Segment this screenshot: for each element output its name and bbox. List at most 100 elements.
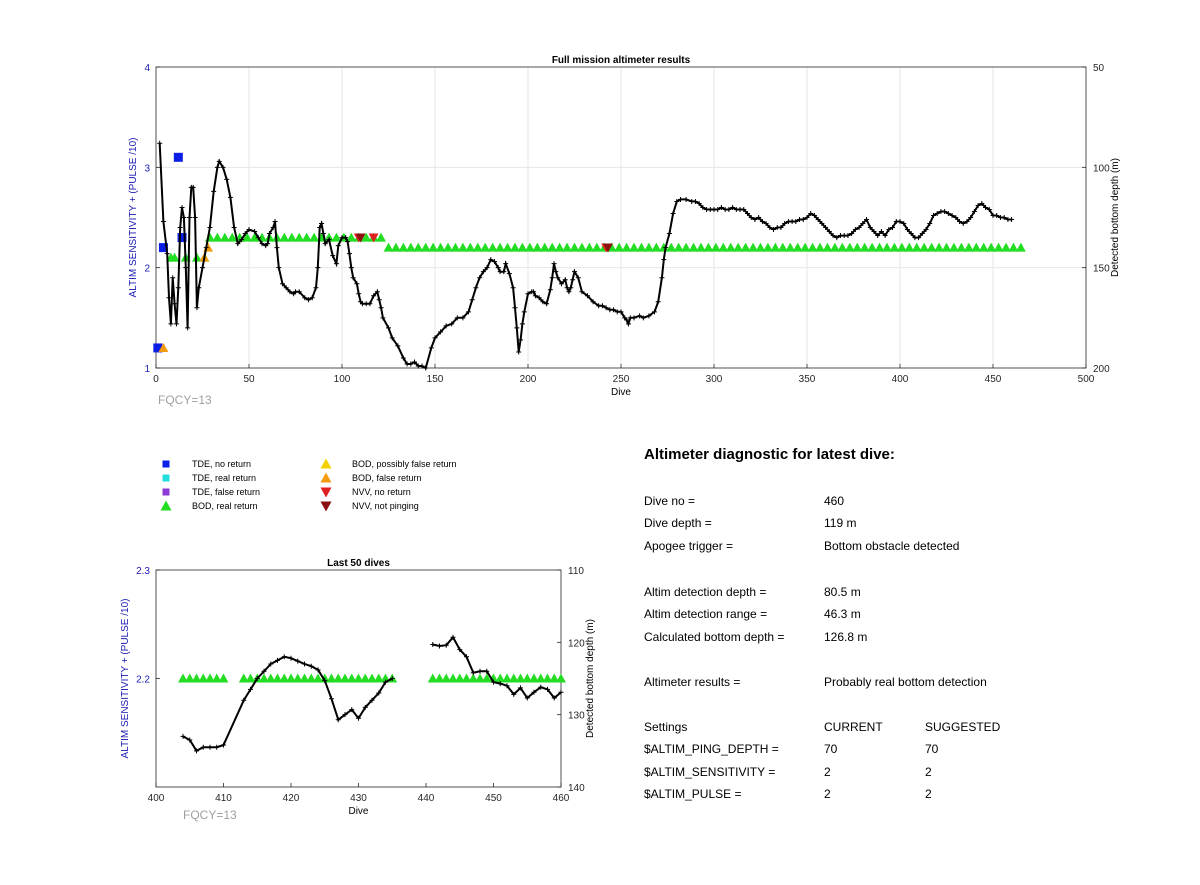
bottom-depth-point (309, 295, 315, 301)
bottom-depth-point (183, 265, 189, 271)
series-marker (1008, 242, 1019, 252)
legend-item: NVV, no return (320, 486, 411, 498)
series-marker (502, 673, 512, 683)
bottom-depth-point (200, 265, 205, 271)
legend-symbol (320, 472, 332, 484)
bottom-depth-point (457, 647, 463, 653)
series-marker (941, 242, 952, 252)
legend-marker (320, 501, 332, 512)
bottom-depth-point (172, 301, 178, 307)
series-marker (368, 233, 379, 243)
series-marker (703, 242, 714, 252)
bottom-depth-point (864, 217, 870, 223)
settings-header-suggested: SUGGESTED (925, 720, 1001, 734)
series-marker (956, 242, 967, 252)
bottom-depth-point (1001, 215, 1007, 220)
bottom-depth-point (265, 241, 271, 247)
bottom-depth-point (611, 307, 617, 313)
setting-current-sensitivity: 2 (824, 765, 831, 779)
bottom-depth-point (782, 221, 788, 227)
bottom-depth-point (558, 281, 564, 287)
series-marker (688, 242, 699, 252)
series-marker (986, 242, 997, 252)
diag-value-detection-range: 46.3 m (824, 607, 861, 621)
series-marker (874, 242, 885, 252)
series-marker (153, 343, 163, 353)
diag-label-apogee-trigger: Apogee trigger = (644, 539, 734, 553)
series-marker (355, 233, 366, 243)
bottom-depth-point (566, 289, 572, 295)
series-marker (926, 242, 937, 252)
bottom-depth-point (575, 275, 581, 281)
bottom-depth-point (450, 634, 456, 640)
setting-suggested-sensitivity: 2 (925, 765, 932, 779)
bottom-depth-point (631, 315, 637, 321)
bottom-depth-point (655, 299, 661, 305)
x-tick-label: 500 (1078, 374, 1095, 385)
series-marker (309, 232, 320, 242)
bottom-depth-point (544, 301, 550, 307)
series-marker (740, 242, 751, 252)
series-marker (844, 242, 855, 252)
series-marker (792, 242, 803, 252)
series-marker (346, 673, 357, 683)
bottom-depth-point (380, 315, 386, 321)
bottom-depth-point (960, 221, 966, 227)
bottom-depth-point (449, 321, 455, 327)
bottom-depth-point (279, 281, 285, 287)
bottom-depth-point (400, 355, 406, 361)
series-marker (367, 673, 377, 683)
series-marker (227, 232, 238, 242)
bottom-depth-point (315, 265, 321, 271)
series-marker (495, 242, 506, 252)
x-tick-label: 0 (153, 374, 159, 385)
series-marker (777, 242, 788, 252)
legend-marker-shape (162, 488, 170, 496)
series-marker (173, 152, 183, 162)
legend-marker (162, 488, 170, 496)
bottom-depth-point (315, 667, 321, 673)
diag-value-bottom-depth: 126.8 m (824, 630, 868, 644)
bottom-depth-point (469, 297, 475, 303)
bottom-depth-point (317, 225, 323, 231)
bottom-depth-point (186, 215, 192, 220)
series-marker (158, 243, 168, 253)
bottom-depth-point (181, 215, 187, 220)
legend-label: BOD, false return (352, 473, 422, 483)
bottom-depth-point (744, 210, 750, 216)
series-marker (529, 673, 539, 683)
bottom-depth-point (374, 289, 380, 295)
legend-item: BOD, real return (160, 500, 258, 512)
setting-current-ping-depth: 70 (824, 742, 838, 756)
bottom-depth-point (756, 215, 762, 220)
bottom-depth-point (553, 269, 559, 275)
bottom-depth-point (371, 293, 377, 299)
series-marker (539, 242, 550, 252)
bottom-depth-point (826, 229, 832, 235)
bottom-depth-point (531, 689, 537, 695)
bottom-depth-point (488, 257, 494, 263)
bottom-depth-point (849, 231, 855, 237)
bottom-depth-point (166, 295, 172, 301)
series-marker (502, 242, 513, 252)
series-marker (755, 242, 766, 252)
bottom-depth-point (700, 204, 706, 210)
bottom-depth-point (302, 661, 307, 667)
series-marker (993, 242, 1004, 252)
bottom-depth-point (180, 733, 186, 739)
bottom-depth-point (192, 215, 198, 220)
bottom-depth-point (157, 140, 163, 146)
series-marker (666, 242, 677, 252)
setting-suggested-pulse: 2 (925, 787, 932, 801)
bottom-depth-point (547, 287, 553, 293)
bottom-depth-point (395, 343, 401, 349)
bottom-depth-point (288, 655, 294, 661)
bottom-depth-point (200, 744, 206, 750)
bottom-depth-point (651, 309, 657, 315)
x-tick-label: 430 (350, 793, 367, 804)
bottom-depth-point (923, 227, 929, 233)
bottom-depth-point (330, 253, 336, 259)
series-marker (487, 242, 498, 252)
bottom-depth-point (464, 654, 469, 660)
series-marker (259, 673, 269, 683)
